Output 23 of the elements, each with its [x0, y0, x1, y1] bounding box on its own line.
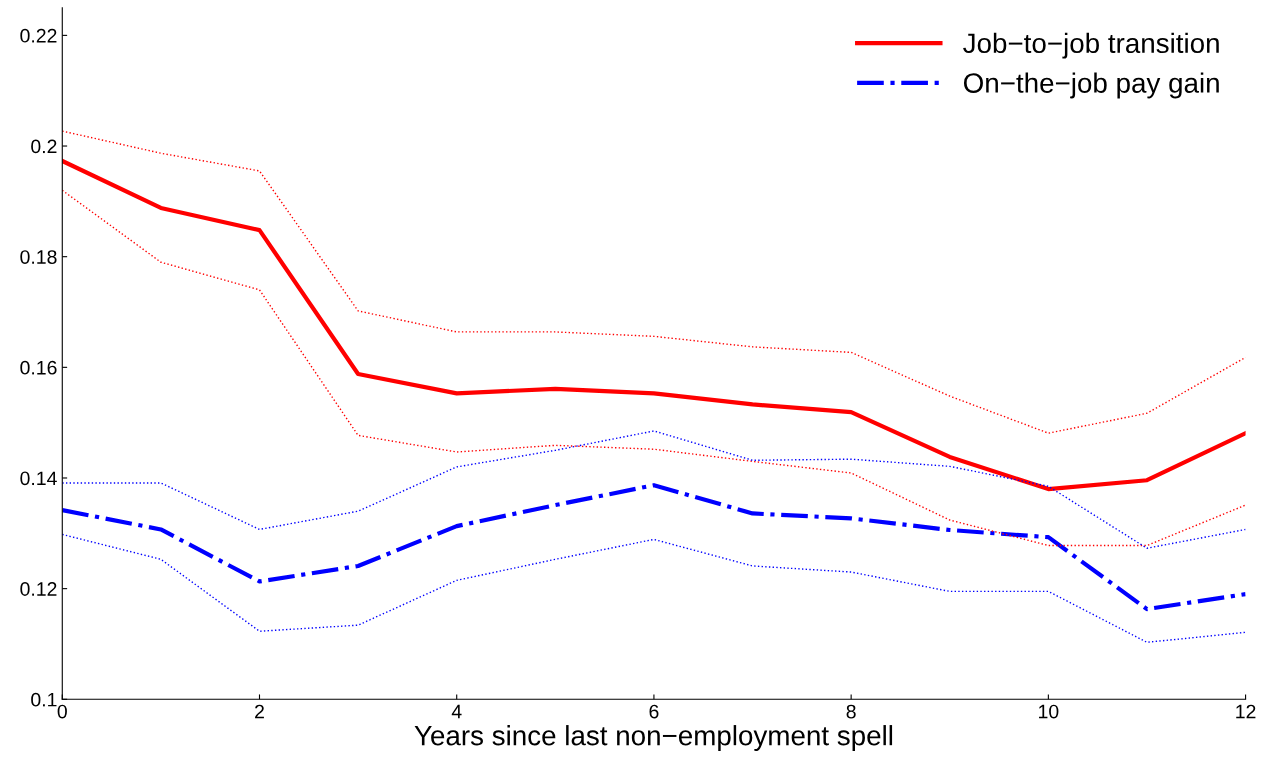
- x-tick-label: 12: [1236, 704, 1256, 719]
- x-tick-label: 10: [1039, 704, 1059, 719]
- y-tick-label: 0.18: [20, 250, 57, 264]
- line-series: [62, 189, 1246, 547]
- y-tick-label: 0.14: [20, 471, 57, 486]
- x-tick-label: 8: [846, 704, 856, 719]
- legend-label: On−the−job pay gain: [963, 72, 1219, 99]
- line-series: [62, 533, 1246, 644]
- x-tick-label: 6: [649, 704, 659, 719]
- legend-label: Job−to−job transition: [963, 32, 1219, 59]
- y-tick-label: 0.16: [20, 360, 57, 375]
- line-series: [62, 158, 1246, 492]
- x-tick-label: 4: [451, 704, 462, 719]
- line-series: [62, 430, 1246, 549]
- y-tick-label: 0.22: [20, 28, 57, 43]
- y-tick-label: 0.12: [20, 582, 57, 596]
- x-tick-label: 2: [255, 704, 264, 719]
- y-tick-label: 0.2: [31, 139, 57, 154]
- x-axis-title: Years since last non−employment spell: [414, 725, 893, 751]
- y-tick-label: 0.1: [31, 692, 57, 707]
- line-series: [62, 483, 1246, 612]
- x-tick-label: 0: [57, 704, 67, 719]
- line-series: [62, 130, 1246, 434]
